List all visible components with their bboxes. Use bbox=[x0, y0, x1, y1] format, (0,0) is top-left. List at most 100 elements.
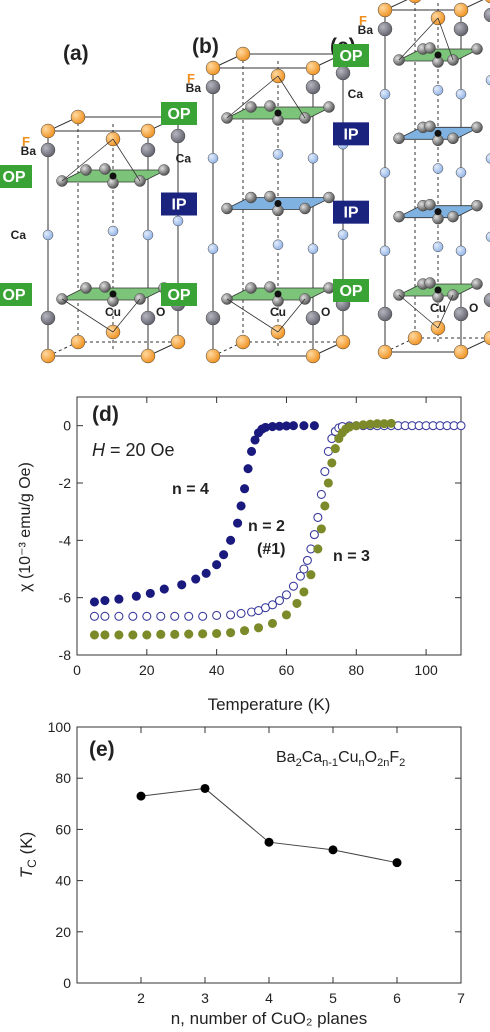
layer-badge-op bbox=[0, 283, 32, 306]
data-point bbox=[320, 501, 330, 511]
y-tick-label: 80 bbox=[55, 770, 71, 786]
ba-label: Ba bbox=[358, 23, 374, 37]
x-tick-label: 20 bbox=[139, 662, 155, 678]
calcium-atom bbox=[307, 243, 319, 254]
copper-atom bbox=[434, 129, 442, 137]
layer-badge-op bbox=[161, 102, 197, 125]
chart-e-xlabel: n, number of CuO₂ planes bbox=[171, 1009, 368, 1028]
f-label: F bbox=[359, 13, 367, 28]
barium-atom bbox=[205, 79, 221, 95]
data-point bbox=[253, 623, 264, 633]
pyramid-edge bbox=[112, 298, 141, 333]
data-point bbox=[89, 597, 100, 607]
data-point bbox=[250, 435, 260, 445]
data-point bbox=[142, 611, 152, 621]
calcium-atom bbox=[142, 229, 154, 241]
calcium-atom bbox=[172, 215, 184, 227]
data-point bbox=[201, 568, 211, 578]
data-point bbox=[456, 421, 466, 431]
calcium-atom bbox=[455, 167, 467, 178]
copper-atom bbox=[109, 290, 117, 298]
y-tick-label: 40 bbox=[55, 873, 71, 889]
data-point bbox=[159, 584, 169, 594]
copper-atom bbox=[109, 172, 117, 180]
ba-label: Ba bbox=[186, 81, 202, 95]
pyramid-edge bbox=[61, 138, 114, 182]
cu-label: Cu bbox=[430, 301, 446, 315]
series-line bbox=[140, 787, 398, 864]
calcium-atom bbox=[432, 241, 444, 253]
data-point bbox=[184, 611, 194, 621]
layer-badge-label: OP bbox=[339, 48, 362, 65]
barium-atom bbox=[170, 128, 186, 144]
data-point bbox=[386, 418, 396, 428]
o-label: O bbox=[469, 301, 478, 315]
fluorine-atom bbox=[40, 348, 56, 364]
calcium-atom bbox=[485, 231, 490, 242]
layer-badge-op bbox=[0, 165, 32, 188]
data-point bbox=[114, 611, 124, 621]
layer-badge-ip bbox=[333, 122, 369, 146]
barium-atom bbox=[453, 306, 469, 322]
x-tick-label: 100 bbox=[414, 662, 438, 678]
layer-badge-label: OP bbox=[167, 287, 190, 304]
fluorine-atom bbox=[140, 123, 156, 139]
layer-badge-op bbox=[333, 44, 369, 67]
data-point bbox=[299, 564, 309, 574]
copper-atom bbox=[434, 286, 442, 294]
data-point bbox=[240, 626, 250, 636]
data-point bbox=[274, 595, 285, 606]
chart-d-panel-label: (d) bbox=[92, 403, 119, 426]
data-point bbox=[302, 555, 312, 565]
calcium-atom bbox=[307, 153, 319, 164]
y-tick-label: 0 bbox=[63, 975, 71, 991]
data-point bbox=[243, 464, 253, 474]
barium-atom bbox=[335, 65, 351, 81]
pyramid-edge bbox=[61, 298, 114, 333]
data-point bbox=[236, 501, 246, 511]
data-point bbox=[212, 560, 222, 570]
layer-badge-ip bbox=[161, 192, 197, 216]
fluorine-atom bbox=[377, 344, 393, 360]
data-point bbox=[212, 628, 222, 639]
x-tick-label: 5 bbox=[329, 990, 337, 1006]
structure-panel-label: (a) bbox=[63, 42, 89, 65]
fluorine-atom bbox=[453, 2, 469, 18]
oxygen-atom bbox=[99, 281, 111, 293]
copper-atom bbox=[274, 200, 282, 207]
chart-d-anno-n2-sample: (#1) bbox=[257, 541, 285, 558]
data-point bbox=[233, 518, 243, 528]
calcium-atom bbox=[485, 153, 490, 164]
cu-label: Cu bbox=[105, 305, 121, 319]
x-tick-label: 3 bbox=[201, 990, 209, 1006]
barium-atom bbox=[377, 306, 393, 322]
structure-panel-label: (b) bbox=[192, 35, 219, 58]
data-point bbox=[100, 595, 110, 606]
data-point bbox=[306, 570, 316, 580]
data-point bbox=[292, 598, 302, 608]
data-point bbox=[114, 594, 124, 604]
oxygen-atom bbox=[424, 198, 436, 211]
ba-label: Ba bbox=[21, 144, 37, 158]
pyramid-edge bbox=[437, 294, 454, 329]
copper-atom bbox=[274, 290, 282, 298]
fluorine-atom bbox=[205, 348, 221, 364]
data-point bbox=[281, 610, 292, 620]
copper-atom bbox=[434, 51, 442, 59]
calcium-atom bbox=[432, 84, 444, 96]
pyramid-edge bbox=[398, 294, 439, 329]
chart-e-series bbox=[136, 783, 402, 868]
data-point bbox=[316, 489, 326, 500]
data-point bbox=[212, 610, 222, 620]
chart-e-ylabel: TC (K) bbox=[17, 832, 39, 878]
fluorine-atom bbox=[483, 330, 490, 346]
data-point bbox=[240, 484, 250, 494]
f-label: F bbox=[22, 134, 30, 149]
chart-d-field-label: H = 20 Oe bbox=[92, 440, 175, 460]
data-point bbox=[128, 630, 138, 640]
data-point bbox=[89, 630, 100, 640]
data-point bbox=[100, 611, 110, 621]
x-tick-label: 0 bbox=[73, 662, 81, 678]
fluorine-atom bbox=[305, 348, 321, 364]
data-point bbox=[114, 630, 124, 640]
